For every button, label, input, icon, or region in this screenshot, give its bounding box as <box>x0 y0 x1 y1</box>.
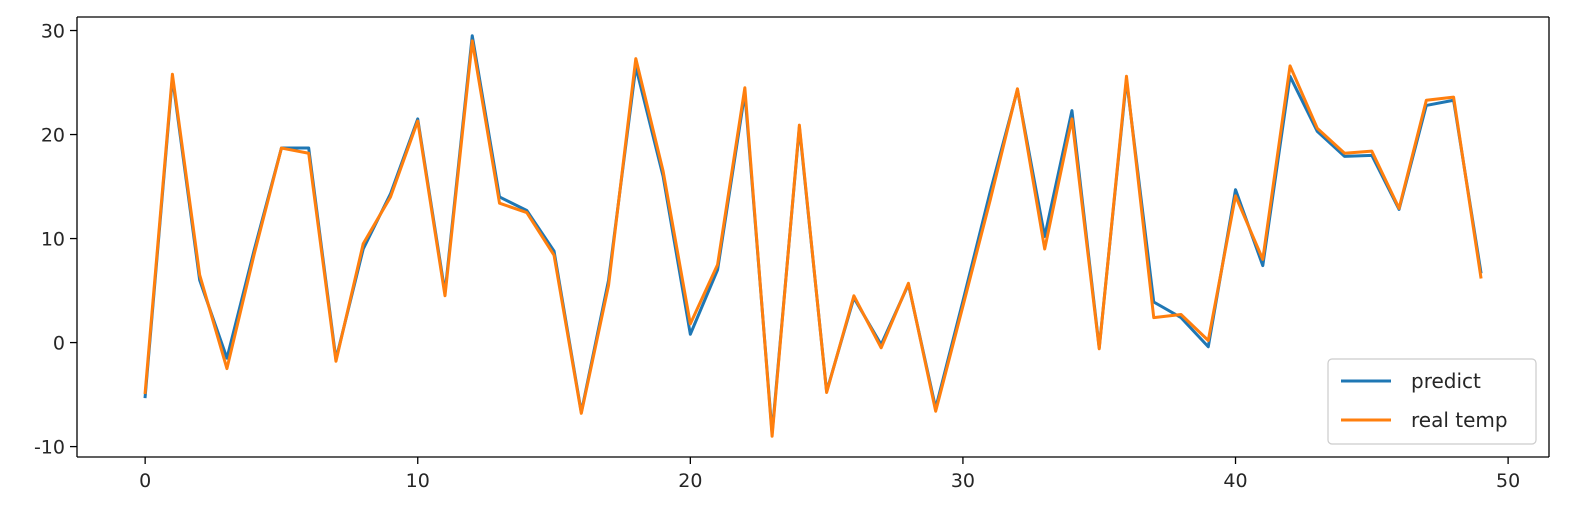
y-tick-label: 20 <box>41 125 65 147</box>
y-tick-label: 10 <box>41 229 65 251</box>
legend: predict real temp <box>1327 358 1537 445</box>
x-tick-label: 0 <box>139 470 151 492</box>
x-tick-label: 50 <box>1496 470 1520 492</box>
y-tick-label: 30 <box>41 21 65 43</box>
series-line-real-temp <box>143 39 1483 438</box>
axes-layer: 0 10 20 30 40 50 -10 0 10 20 30 <box>34 16 1550 492</box>
x-tick-label: 40 <box>1223 470 1247 492</box>
series-layer <box>143 34 1483 438</box>
y-tick-label: 0 <box>53 333 65 355</box>
y-tick-label: -10 <box>34 437 65 459</box>
legend-label-real-temp: real temp <box>1411 408 1508 432</box>
legend-label-predict: predict <box>1411 369 1481 393</box>
x-tick-label: 30 <box>951 470 975 492</box>
x-tick-label: 20 <box>678 470 702 492</box>
x-tick-label: 10 <box>406 470 430 492</box>
